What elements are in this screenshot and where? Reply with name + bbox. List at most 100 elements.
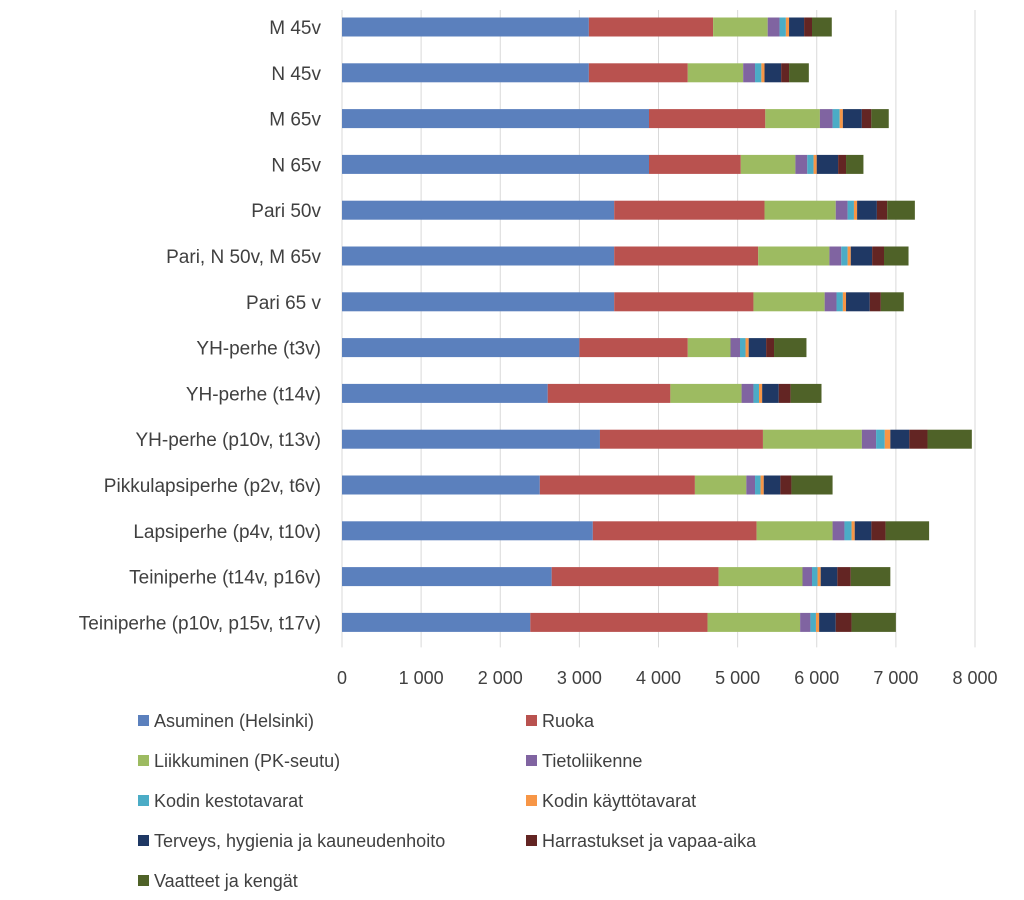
category-label: YH-perhe (p10v, t13v) (135, 430, 321, 451)
bar-segment (342, 383, 548, 403)
x-tick-label: 7 000 (873, 668, 918, 688)
bar-segment (670, 383, 742, 403)
bar-segment (694, 475, 747, 495)
bar-segment (837, 567, 851, 587)
bar-segment (844, 521, 852, 541)
bar-segment (588, 63, 688, 83)
category-label: YH-perhe (t3v) (196, 339, 321, 360)
bar-segment (730, 338, 740, 358)
bar-segment (841, 246, 848, 266)
bar-segment (816, 154, 839, 174)
category-labels: M 45v N 45v M 65v N 65v Pari 50v Pari, N 50v,… (79, 18, 322, 634)
category-label: Pikkulapsiperhe (p2v, t6v) (104, 476, 321, 497)
legend-label: Asuminen (Helsinki) (154, 711, 314, 731)
bar-segment (342, 200, 615, 220)
bar-segment (861, 429, 877, 449)
bar-segment (342, 612, 531, 632)
bar-segment (795, 154, 808, 174)
bar-segment (871, 109, 889, 129)
bar-segment (832, 521, 845, 541)
legend-label: Liikkuminen (PK-seutu) (154, 751, 340, 771)
bar-segment (758, 246, 830, 266)
bar-segment (342, 338, 580, 358)
bar-segment (579, 338, 688, 358)
bar-segment (755, 475, 761, 495)
bar-segment (342, 521, 593, 541)
bar-segment (342, 475, 540, 495)
category-label: Lapsiperhe (p4v, t10v) (133, 522, 321, 543)
legend-swatch (526, 755, 537, 766)
legend-swatch (526, 835, 537, 846)
bar-segment (847, 246, 851, 266)
legend-label: Terveys, hygienia ja kauneudenhoito (154, 831, 445, 851)
bar-segment (812, 17, 832, 37)
bar-segment (785, 17, 790, 37)
bar-segment (342, 567, 552, 587)
bar-segment (835, 612, 852, 632)
category-label: Teiniperhe (p10v, p15v, t17v) (79, 613, 321, 634)
bar-segment (763, 475, 781, 495)
bar-segment (764, 200, 836, 220)
x-tick-label: 0 (337, 668, 347, 688)
x-tick-label: 5 000 (715, 668, 760, 688)
bar-segment (876, 200, 888, 220)
bar-segment (846, 292, 870, 312)
bar-segment (842, 292, 847, 312)
category-label: M 45v (269, 18, 321, 39)
category-label: N 45v (271, 64, 321, 85)
bar-segment (779, 17, 786, 37)
bar-segment (765, 109, 820, 129)
bar-segment (861, 109, 872, 129)
bar-segment (847, 200, 854, 220)
legend-label: Kodin käyttötavarat (542, 791, 696, 811)
bar-segment (774, 338, 807, 358)
bar-segment (530, 612, 708, 632)
bar-segment (817, 567, 821, 587)
x-tick-label: 2 000 (478, 668, 523, 688)
bar-segment (761, 63, 765, 83)
bar-segment (885, 521, 930, 541)
bar-segment (887, 200, 915, 220)
bar-segment (909, 429, 928, 449)
bar-segment (599, 429, 763, 449)
bar-segment (745, 338, 749, 358)
bar-segment (790, 383, 822, 403)
bar-segment (880, 292, 904, 312)
bar-segment (820, 567, 838, 587)
bar-segment (755, 63, 762, 83)
legend-label: Vaatteet ja kengät (154, 871, 298, 891)
x-axis-ticks: 0 1 000 2 000 3 000 4 000 5 000 6 000 7 000 8 00… (337, 668, 998, 688)
bars (342, 17, 972, 632)
bar-segment (718, 567, 803, 587)
legend-label: Harrastukset ja vapaa-aika (542, 831, 757, 851)
bar-segment (767, 17, 780, 37)
bar-segment (592, 521, 757, 541)
bar-segment (876, 429, 885, 449)
x-tick-label: 1 000 (399, 668, 444, 688)
bar-segment (764, 63, 782, 83)
bar-segment (850, 567, 891, 587)
bar-segment (766, 338, 775, 358)
legend-swatch (138, 875, 149, 886)
bar-segment (789, 63, 809, 83)
gridlines (341, 10, 976, 648)
bar-segment (649, 109, 766, 129)
bar-segment (789, 17, 805, 37)
bar-segment (812, 567, 818, 587)
legend-label: Kodin kestotavarat (154, 791, 303, 811)
bar-segment (819, 612, 836, 632)
bar-segment (807, 154, 814, 174)
bar-segment (762, 429, 862, 449)
bar-segment (739, 338, 746, 358)
bar-segment (746, 475, 756, 495)
bar-segment (588, 17, 714, 37)
legend-swatch (138, 715, 149, 726)
category-label: N 65v (271, 155, 321, 176)
bar-segment (342, 246, 615, 266)
bar-segment (851, 521, 855, 541)
bar-segment (781, 63, 790, 83)
bar-segment (762, 383, 779, 403)
bar-segment (551, 567, 719, 587)
bar-segment (851, 612, 896, 632)
